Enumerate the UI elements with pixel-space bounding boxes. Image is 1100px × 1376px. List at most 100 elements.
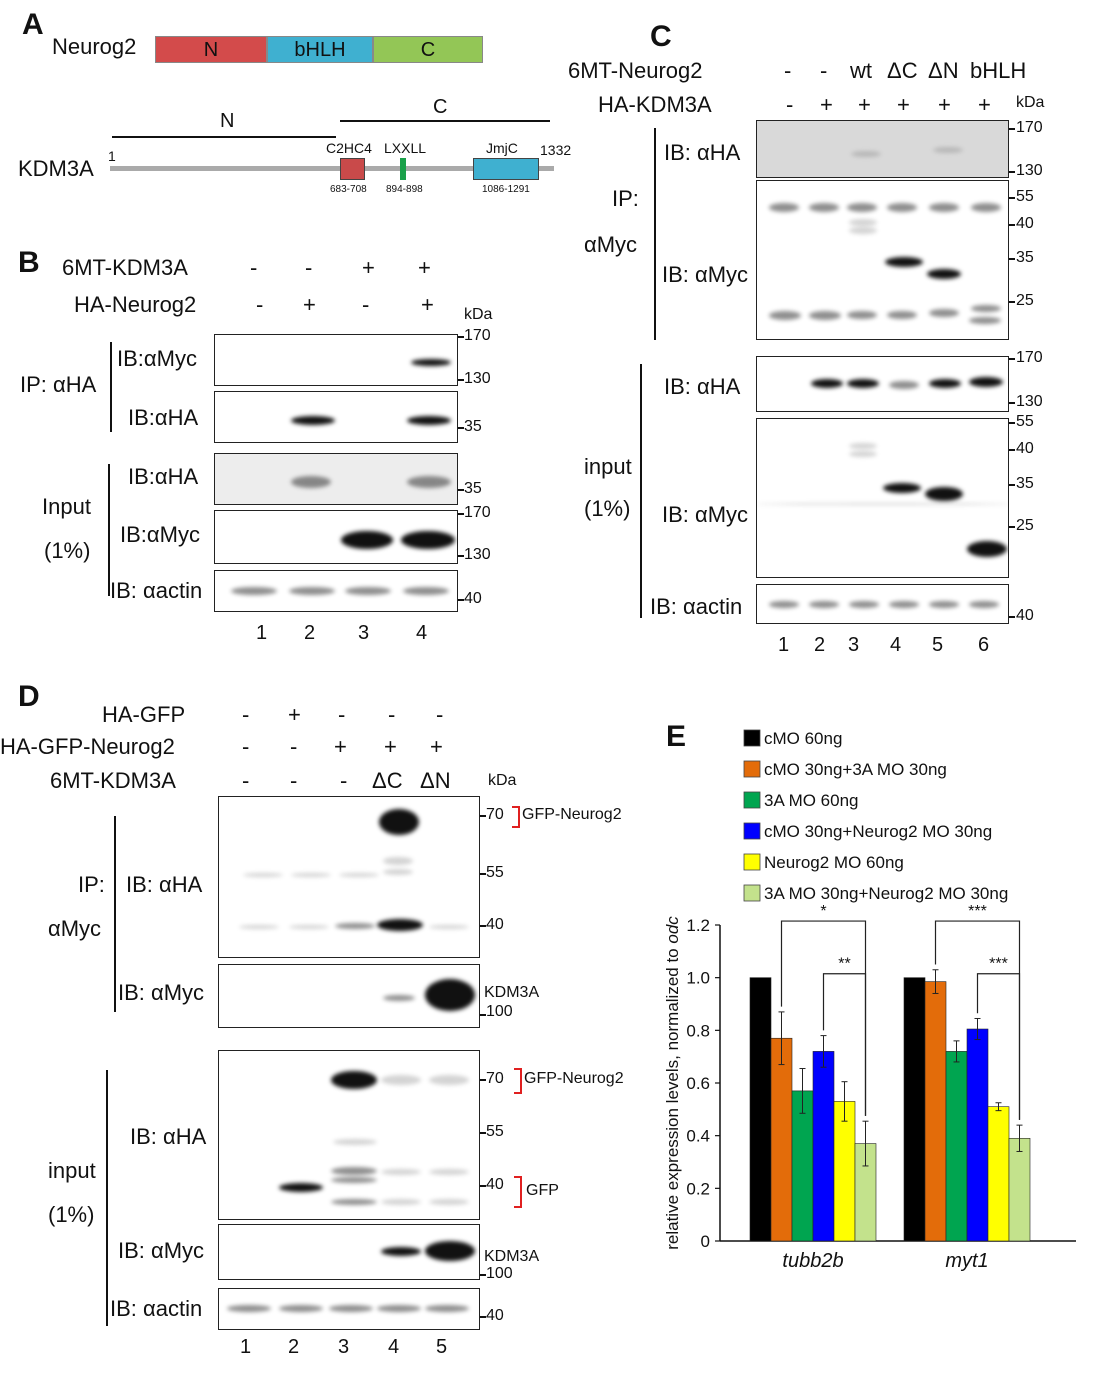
c-kda: kDa: [1016, 94, 1045, 111]
y-tick-label-1: 0.2: [686, 1179, 710, 1198]
region-c-bar: [340, 120, 550, 122]
bar-myt1-3: [945, 1051, 968, 1242]
d-r2-v3: +: [334, 734, 347, 759]
d-m55: 55: [486, 864, 504, 881]
y-tick-label-6: 1.2: [686, 916, 710, 935]
legend-label-1: cMO 60ng: [764, 729, 842, 748]
b-blot-input-ha: [214, 453, 458, 505]
b-lane1: 1: [256, 622, 268, 644]
c-ib-ha: IB: αHA: [664, 140, 741, 165]
c-r1-v1: -: [784, 58, 792, 83]
d-r3-v3: -: [340, 768, 348, 793]
c-r2-v6: +: [978, 92, 991, 117]
sig-bracket-2: [822, 973, 867, 1116]
legend-swatch-6: [743, 884, 761, 902]
c-ib-myc: IB: αMyc: [662, 262, 749, 287]
c-m40c: 40: [1016, 607, 1034, 624]
b-m170b: 170: [464, 504, 491, 521]
y-tick-label-3: 0.6: [686, 1074, 710, 1093]
bar-myt1-1: [903, 977, 926, 1242]
lxxll-label: LXXLL: [384, 140, 427, 156]
d-blot-ip-myc: [218, 964, 480, 1028]
d-blot-ip-ha: [218, 796, 480, 958]
d-m40c: 40: [486, 1307, 504, 1324]
b-blot-ip-ha: [214, 391, 458, 443]
c-lane5: 5: [932, 634, 944, 656]
y-tick-label-5: 1.0: [686, 969, 710, 988]
panel-label-e: E: [666, 720, 687, 753]
c-blot-ip-myc: [756, 180, 1009, 340]
sig-label-4: ***: [989, 956, 1008, 973]
bar-tubb2b-1: [749, 977, 772, 1242]
panel-label-a: A: [22, 8, 44, 41]
d-r1-v5: -: [436, 702, 444, 727]
d-ib-myc-input: IB: αMyc: [118, 1238, 205, 1263]
d-r2-v1: -: [242, 734, 250, 759]
d-m70b: 70: [486, 1070, 504, 1087]
neurog2-name: Neurog2: [52, 34, 137, 59]
c-m170: 170: [1016, 119, 1043, 136]
d-r1-v1: -: [242, 702, 250, 727]
b-input-pct: (1%): [44, 538, 91, 563]
c-r1-v4: ΔC: [887, 58, 918, 83]
d-ib-ha: IB: αHA: [126, 872, 203, 897]
d-row2-label: HA-GFP-Neurog2: [0, 734, 175, 759]
d-lane3: 3: [338, 1336, 350, 1358]
jmjc-range: 1086-1291: [482, 184, 530, 195]
c-lane3: 3: [848, 634, 860, 656]
d-r1-v2: +: [288, 702, 301, 727]
legend-swatch-4: [743, 822, 761, 840]
b-ib-myc: IB:αMyc: [117, 346, 197, 371]
bar-myt1-2: [924, 981, 947, 1242]
b-blot-actin: [214, 570, 458, 612]
d-bracket-gfpneurog2-input: [514, 1068, 522, 1094]
c-m55b: 55: [1016, 413, 1034, 430]
c-m130b: 130: [1016, 393, 1043, 410]
b-blot-input-myc: [214, 510, 458, 564]
c-m130: 130: [1016, 162, 1043, 179]
sig-label-3: ***: [968, 903, 987, 920]
b-row2-label: HA-Neurog2: [74, 292, 197, 317]
d-blot-actin: [218, 1288, 480, 1330]
c-r1-v5: ΔN: [928, 58, 959, 83]
c-m55: 55: [1016, 188, 1034, 205]
b-ib-ha-input: IB:αHA: [128, 464, 199, 489]
legend-label-2: cMO 30ng+3A MO 30ng: [764, 760, 947, 779]
kdm3a-region-c: C: [433, 96, 448, 118]
d-m70: 70: [486, 806, 504, 823]
bar-myt1-4: [966, 1028, 989, 1242]
c-ib-actin: IB: αactin: [650, 594, 743, 619]
b-ib-myc-input: IB:αMyc: [120, 522, 200, 547]
d-blot-input-ha: [218, 1050, 480, 1220]
b-m40: 40: [464, 590, 482, 607]
legend-swatch-3: [743, 791, 761, 809]
kdm3a-name: KDM3A: [18, 156, 94, 181]
d-m40: 40: [486, 916, 504, 933]
d-r2-v2: -: [290, 734, 298, 759]
c-input-label: input: [584, 454, 632, 479]
b-r1-v2: -: [305, 255, 313, 280]
b-r1-v3: +: [362, 255, 375, 280]
b-r2-v2: +: [303, 292, 316, 317]
d-r1-v3: -: [338, 702, 346, 727]
y-axis-label: relative expression levels, normalized t…: [663, 916, 682, 1250]
b-kda: kDa: [464, 306, 493, 323]
kdm3a-start: 1: [108, 148, 116, 164]
c-m35: 35: [1016, 249, 1034, 266]
c-lane4: 4: [890, 634, 902, 656]
d-m100: 100: [486, 1003, 513, 1020]
b-row1-label: 6MT-KDM3A: [62, 255, 188, 280]
y-tick-label-2: 0.4: [686, 1127, 710, 1146]
d-ib-ha-input: IB: αHA: [130, 1124, 207, 1149]
c-m25: 25: [1016, 292, 1034, 309]
d-bracket-gfpneurog2: [512, 806, 520, 828]
d-m55b: 55: [486, 1123, 504, 1140]
neurog2-domain-c: C: [373, 36, 483, 63]
c-r1-v3: wt: [850, 58, 872, 83]
d-lane1: 1: [240, 1336, 252, 1358]
b-r1-v4: +: [418, 255, 431, 280]
d-row1-label: HA-GFP: [102, 702, 186, 727]
y-tick-label-0: 0: [701, 1232, 710, 1251]
c-lane6: 6: [978, 634, 990, 656]
c2hc4-domain: [340, 158, 365, 180]
